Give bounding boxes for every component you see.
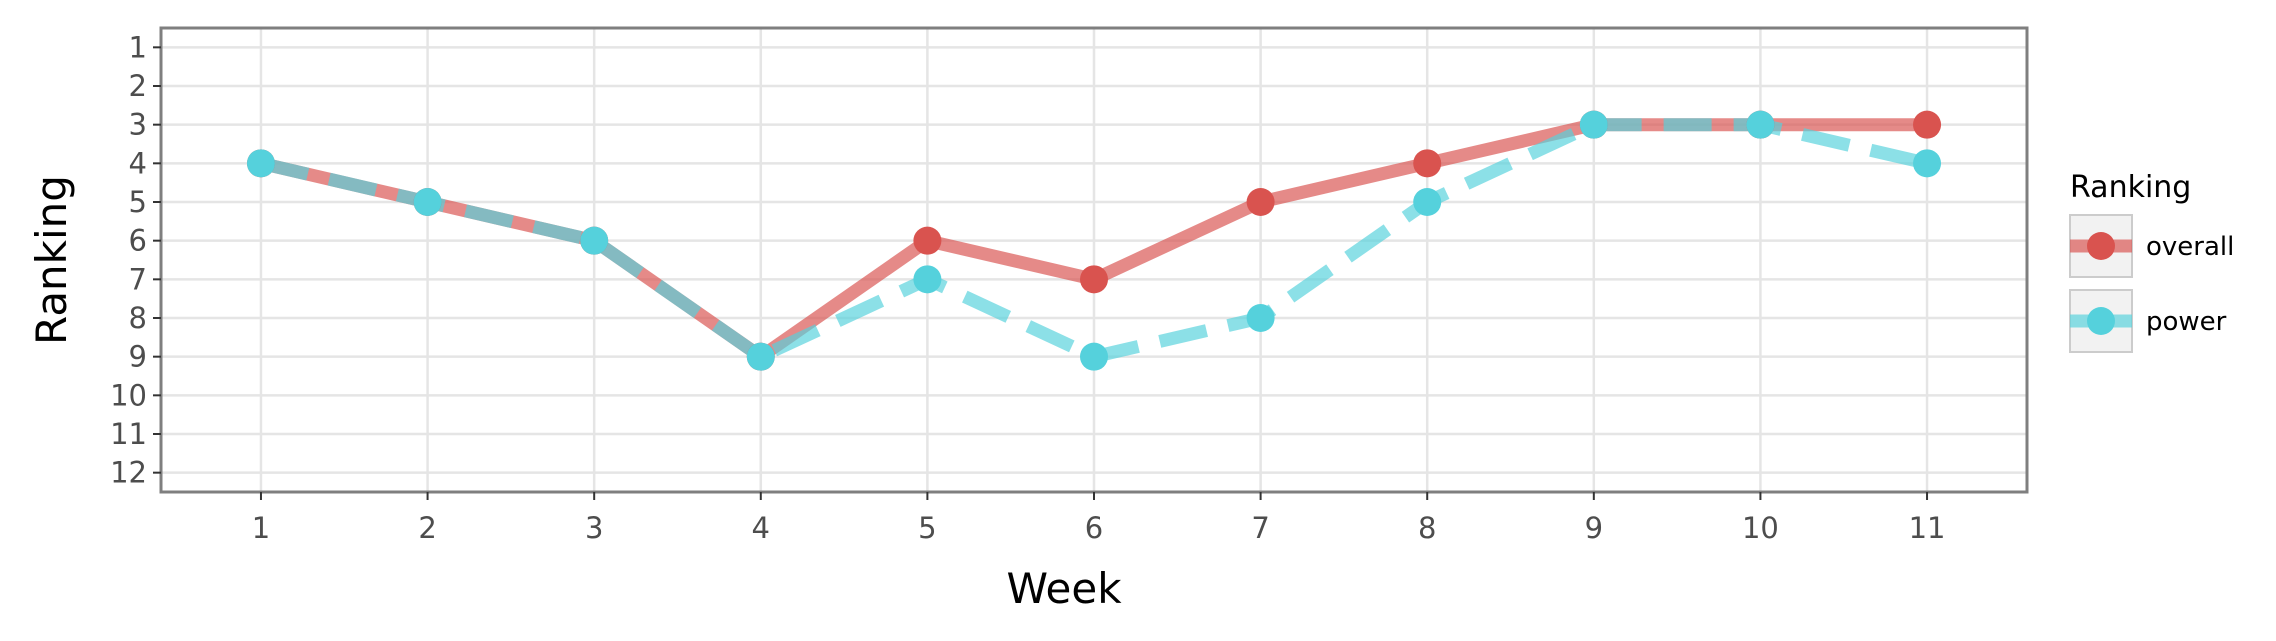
x-tick-label: 10 (1742, 511, 1779, 545)
legend-key-point (2087, 232, 2115, 260)
x-tick-label: 11 (1909, 511, 1946, 545)
point-power (1913, 149, 1942, 178)
point-power (1413, 188, 1442, 216)
x-tick-label: 4 (752, 511, 770, 545)
y-tick-label: 8 (129, 301, 147, 335)
x-tick-label: 7 (1251, 511, 1269, 545)
legend-label: power (2146, 307, 2227, 337)
x-tick-label: 6 (1085, 511, 1103, 545)
x-tick-label: 3 (585, 511, 603, 545)
point-power (413, 188, 442, 216)
legend-item-power: power (2069, 289, 2227, 353)
legend-title: Ranking (2070, 170, 2191, 205)
x-tick-label: 1 (252, 511, 270, 545)
legend-item-overall: overall (2069, 214, 2234, 278)
x-tick-label: 8 (1418, 511, 1436, 545)
legend-label: overall (2146, 232, 2234, 262)
y-tick-label: 9 (129, 340, 147, 374)
point-overall (1080, 265, 1108, 294)
x-axis-title: Week (1006, 564, 1122, 613)
y-axis-title: Ranking (27, 175, 76, 345)
x-tick-label: 5 (918, 511, 936, 545)
point-power (1246, 304, 1275, 332)
y-tick-label: 7 (129, 262, 147, 296)
y-tick-label: 3 (129, 108, 147, 142)
y-tick-label: 12 (110, 456, 147, 490)
point-overall (1246, 188, 1275, 216)
grid-lines (161, 28, 2027, 492)
legend: Ranking overall power (2069, 170, 2234, 353)
point-overall (913, 226, 942, 255)
y-tick-label: 11 (110, 417, 147, 451)
point-power (246, 149, 275, 178)
point-power (913, 265, 942, 294)
y-tick-label: 10 (110, 378, 147, 412)
point-power (1080, 342, 1108, 371)
point-overall (1913, 110, 1942, 139)
point-power (746, 342, 775, 371)
x-axis: 1 2 3 4 5 6 7 8 9 10 11 (252, 492, 1946, 545)
point-power (580, 226, 609, 255)
point-power (1579, 110, 1608, 139)
point-overall (1413, 149, 1442, 178)
x-tick-label: 9 (1585, 511, 1603, 545)
y-tick-label: 1 (129, 30, 147, 64)
y-tick-label: 6 (129, 224, 147, 258)
y-tick-label: 4 (129, 146, 147, 180)
y-tick-label: 5 (129, 185, 147, 219)
series-points (246, 110, 1942, 371)
x-tick-label: 2 (418, 511, 436, 545)
point-power (1746, 110, 1775, 139)
legend-key-point (2087, 307, 2115, 335)
y-tick-label: 2 (129, 69, 147, 103)
